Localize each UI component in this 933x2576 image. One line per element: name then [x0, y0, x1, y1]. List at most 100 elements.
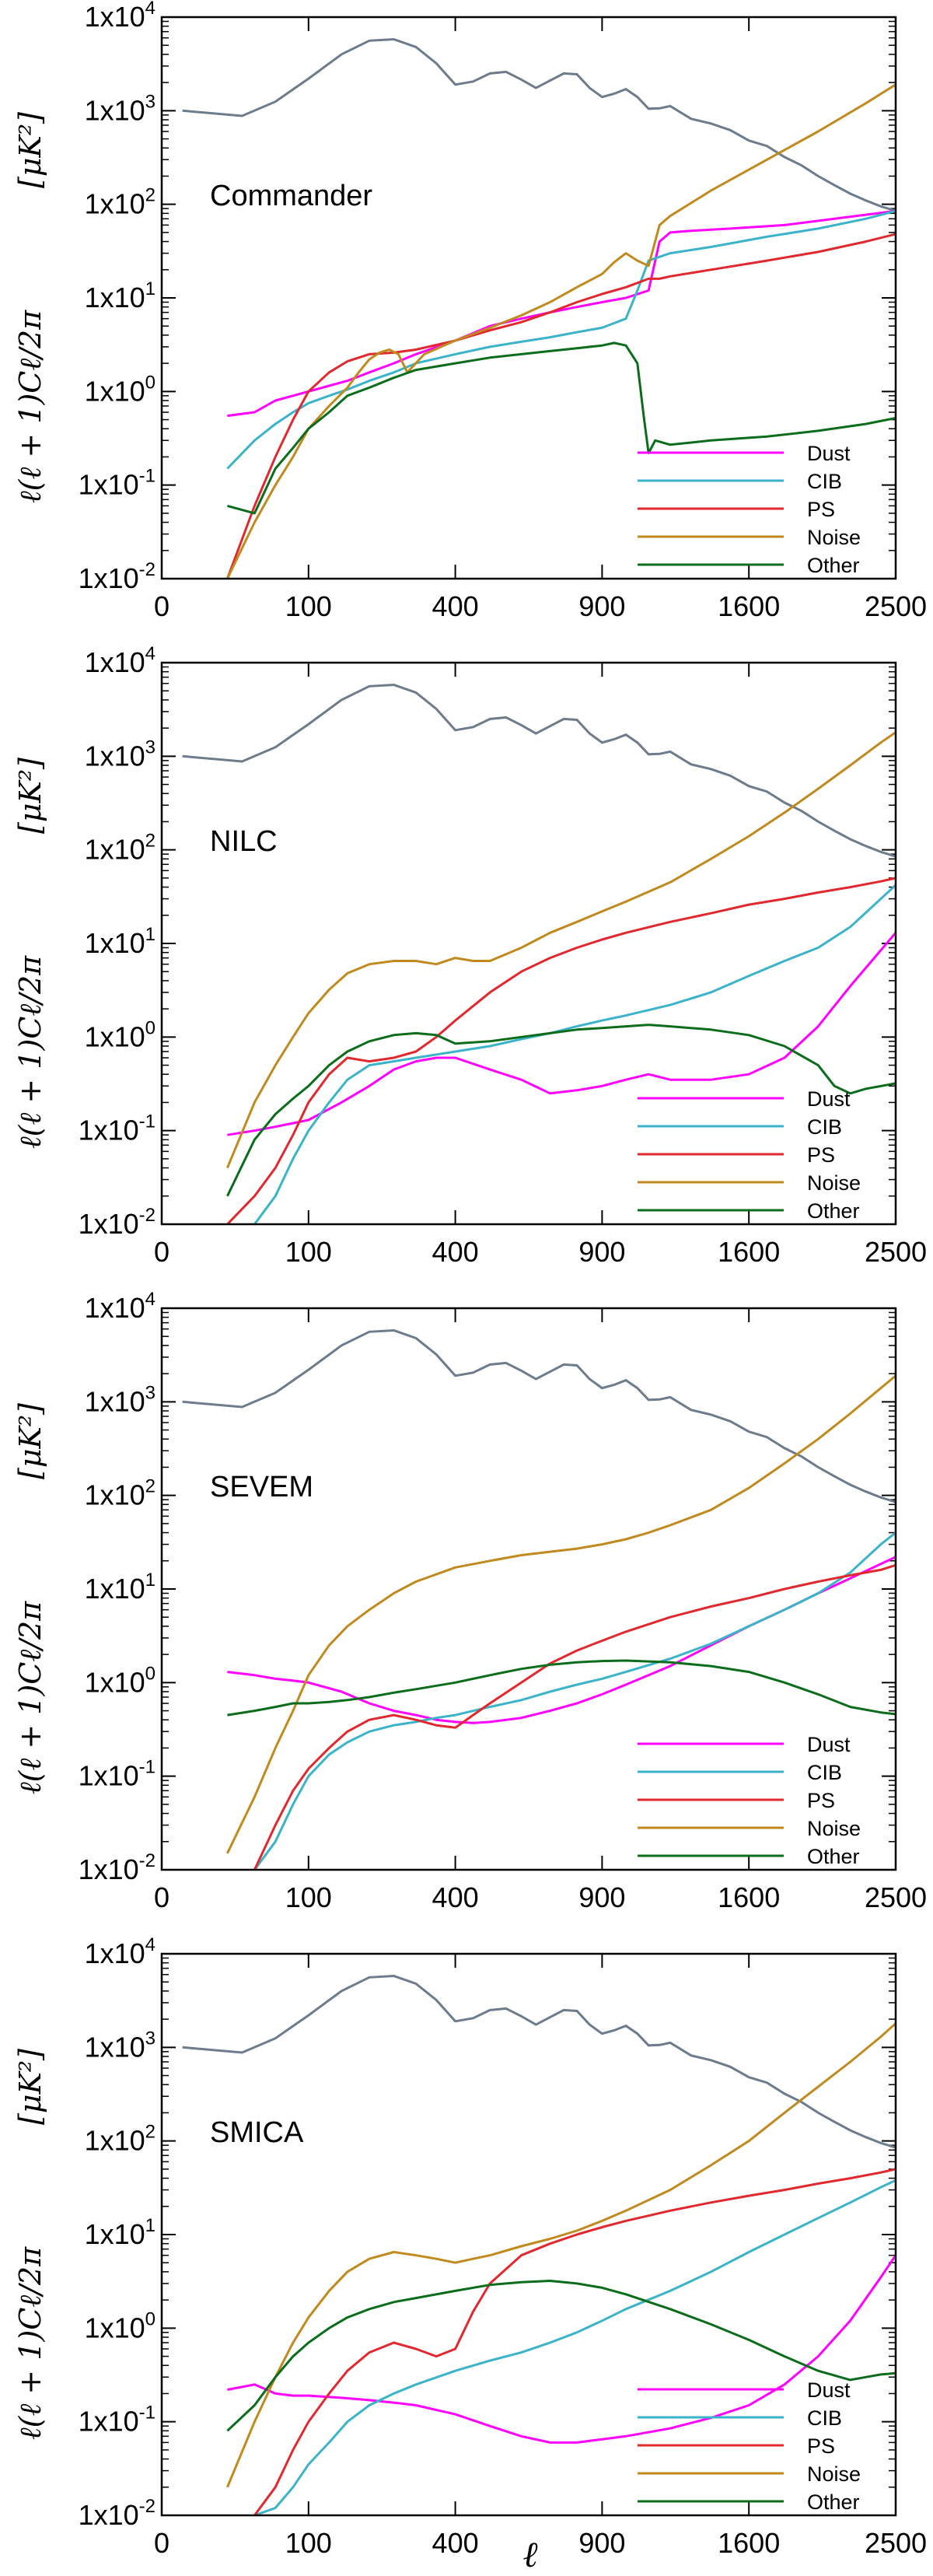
- y-tick-exponent: -2: [139, 1850, 156, 1871]
- y-tick-exponent: -1: [139, 1111, 156, 1132]
- x-tick-label: 100: [285, 590, 332, 622]
- y-tick-base: 1x10: [85, 2312, 145, 2343]
- plot-frame: [160, 1307, 897, 1871]
- series-line-other: [227, 341, 896, 515]
- x-tick-label: 0: [154, 2527, 169, 2559]
- y-tick-label: 1x102: [85, 185, 156, 220]
- y-tick-label: 1x100: [85, 372, 156, 407]
- legend-label-ps: PS: [807, 2434, 835, 2458]
- y-tick-base: 1x10: [85, 1573, 145, 1605]
- y-tick-label: 1x104: [85, 0, 156, 33]
- x-tick-label: 900: [578, 590, 625, 622]
- y-tick-base: 1x10: [85, 2125, 145, 2157]
- y-tick-base: 1x10: [79, 1760, 139, 1792]
- y-tick-base: 1x10: [85, 375, 145, 407]
- y-tick-exponent: 1: [145, 1570, 156, 1591]
- y-tick-label: 1x10-2: [79, 2496, 156, 2531]
- series-line-ps: [225, 233, 896, 579]
- y-tick-label: 1x10-1: [79, 2403, 156, 2438]
- y-tick-label: 1x101: [85, 278, 156, 313]
- series-line-cib: [253, 884, 896, 1224]
- y-tick-label: 1x10-1: [79, 1111, 156, 1146]
- panel-title: Commander: [210, 180, 372, 212]
- y-tick-exponent: 2: [145, 185, 156, 206]
- legend-label-other: Other: [807, 2490, 860, 2514]
- y-tick-exponent: 3: [145, 91, 156, 112]
- y-tick-label: 1x10-2: [79, 559, 156, 594]
- legend-label-dust: Dust: [807, 1733, 851, 1756]
- series-line-other: [226, 2280, 896, 2432]
- plot-frame: [160, 661, 897, 1226]
- y-tick-exponent: 0: [145, 1663, 156, 1684]
- y-tick-label: 1x103: [85, 1382, 156, 1417]
- x-tick-label: 1600: [718, 590, 780, 622]
- x-tick-label: 400: [432, 1881, 479, 1913]
- x-tick-label: 400: [432, 2527, 479, 2559]
- y-tick-label: 1x100: [85, 1663, 156, 1698]
- legend-label-noise: Noise: [807, 2462, 861, 2486]
- y-tick-base: 1x10: [79, 2406, 139, 2438]
- y-tick-exponent: -1: [139, 466, 156, 487]
- y-tick-label: 1x101: [85, 924, 156, 959]
- y-tick-label: 1x104: [85, 1934, 156, 1969]
- y-tick-base: 1x10: [85, 1292, 145, 1324]
- plot-frame: [160, 1952, 897, 2517]
- y-tick-exponent: 1: [145, 2215, 156, 2236]
- y-tick-label: 1x102: [85, 1476, 156, 1511]
- x-tick-label: 900: [578, 1236, 625, 1268]
- y-axis-label: ℓ(ℓ + 1)Cℓ/2π: [13, 2246, 47, 2440]
- x-tick-label: 2500: [865, 2527, 927, 2559]
- plot-frame: [160, 16, 897, 580]
- series-line-ps: [253, 2168, 896, 2515]
- legend-label-ps: PS: [807, 1789, 835, 1812]
- x-tick-label: 2500: [865, 590, 927, 622]
- y-tick-base: 1x10: [85, 1666, 145, 1698]
- y-tick-base: 1x10: [79, 2499, 139, 2531]
- series-line-noise: [226, 731, 896, 1169]
- y-tick-exponent: 0: [145, 2308, 156, 2329]
- y-tick-exponent: 1: [145, 278, 156, 299]
- legend-label-other: Other: [807, 554, 860, 577]
- y-tick-label: 1x102: [85, 2122, 156, 2157]
- y-tick-base: 1x10: [79, 562, 139, 594]
- y-tick-base: 1x10: [85, 1, 145, 33]
- legend-label-other: Other: [807, 1845, 860, 1868]
- series-line-noise: [226, 2022, 896, 2488]
- series-line-cib: [253, 1531, 896, 1870]
- panel-title: NILC: [210, 825, 278, 858]
- y-tick-exponent: 4: [145, 643, 156, 664]
- panel-title: SMICA: [210, 2116, 304, 2149]
- x-tick-label: 1600: [718, 1236, 780, 1268]
- y-axis-unit: [μK²]: [13, 2049, 47, 2125]
- series-line-dust: [227, 2254, 896, 2444]
- series-line-noise: [226, 83, 896, 579]
- y-axis-label: ℓ(ℓ + 1)Cℓ/2π: [13, 955, 47, 1149]
- y-tick-label: 1x103: [85, 91, 156, 126]
- y-tick-base: 1x10: [85, 94, 145, 126]
- x-tick-label: 2500: [865, 1236, 927, 1268]
- legend-label-dust: Dust: [807, 1087, 851, 1111]
- y-tick-base: 1x10: [85, 2218, 145, 2250]
- legend-label-other: Other: [807, 1199, 860, 1223]
- y-tick-base: 1x10: [85, 2031, 145, 2063]
- y-tick-base: 1x10: [85, 1937, 145, 1969]
- y-axis-label: ℓ(ℓ + 1)Cℓ/2π: [13, 310, 47, 503]
- y-tick-exponent: -2: [139, 2496, 156, 2517]
- y-tick-exponent: 0: [145, 372, 156, 393]
- series-line-cib: [226, 209, 896, 470]
- legend-label-dust: Dust: [807, 442, 851, 465]
- series-line-other: [226, 1024, 896, 1197]
- y-tick-exponent: -1: [139, 2403, 156, 2424]
- legend-label-cib: CIB: [807, 1115, 842, 1139]
- y-tick-base: 1x10: [85, 740, 145, 772]
- y-tick-base: 1x10: [85, 1385, 145, 1417]
- y-tick-exponent: 2: [145, 2122, 156, 2143]
- series-line-noise: [226, 1374, 896, 1854]
- x-tick-label: 400: [432, 590, 479, 622]
- y-tick-exponent: 4: [145, 0, 156, 19]
- series-line-ps: [253, 1563, 896, 1870]
- x-tick-label: 400: [432, 1236, 479, 1268]
